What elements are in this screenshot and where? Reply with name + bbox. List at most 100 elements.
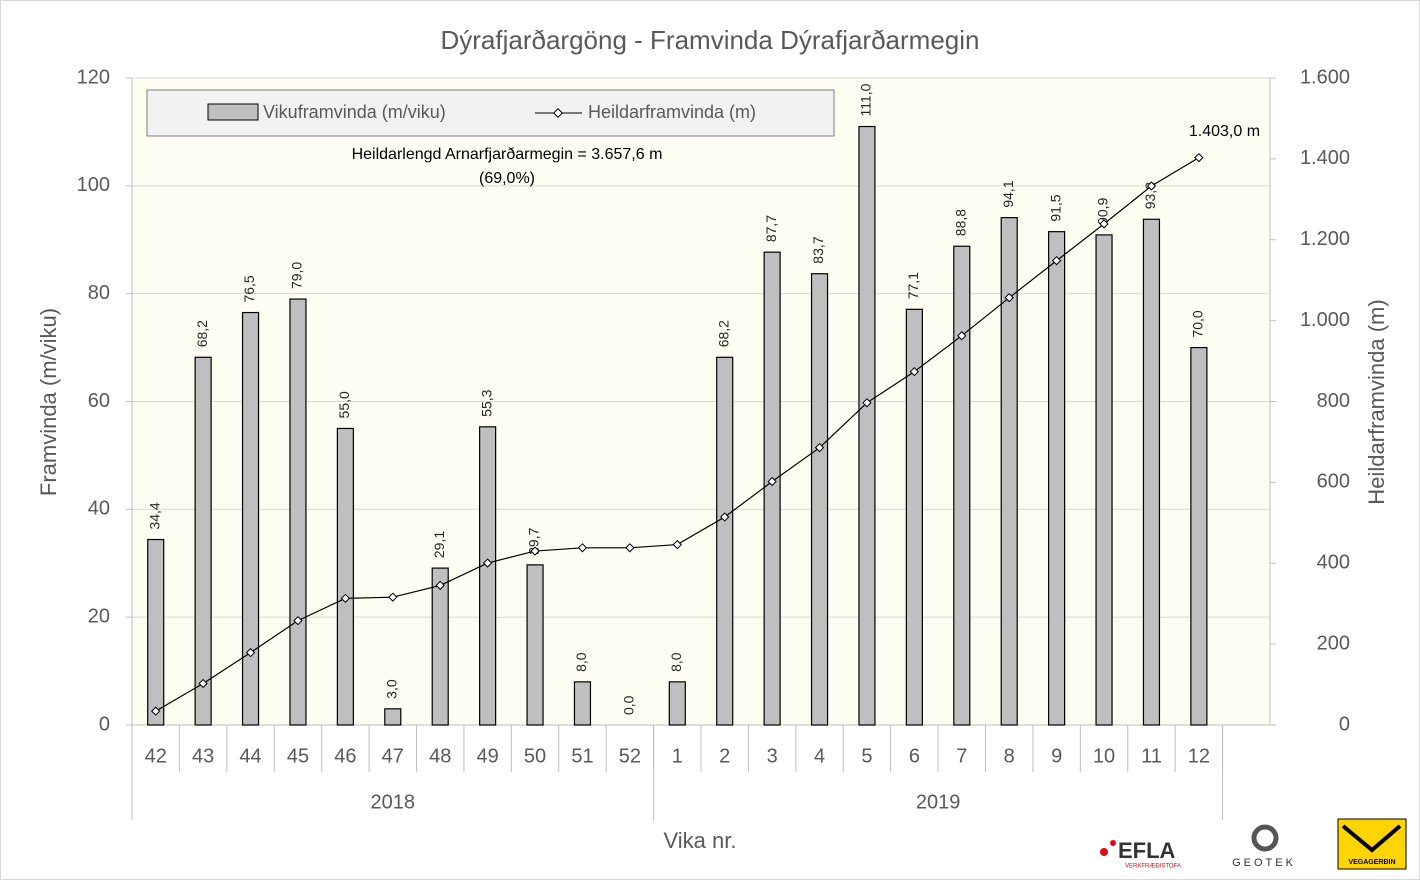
- x-tick-label: 7: [956, 745, 967, 767]
- logo-shape: [1341, 824, 1402, 853]
- x-tick-label: 8: [1004, 745, 1015, 767]
- bar: [668, 681, 686, 726]
- bar: [1142, 218, 1161, 726]
- annotation: Heildarlengd Arnarfjarðarmegin = 3.657,6…: [352, 146, 663, 163]
- x-tick-label: 1: [672, 745, 683, 767]
- x-tick-label: 49: [477, 745, 499, 767]
- y2-tick-label: 1.200: [1300, 228, 1350, 250]
- x-tick-label: 47: [382, 745, 404, 767]
- data-label: 70,0: [1190, 310, 1206, 337]
- bar: [147, 538, 165, 726]
- logo-text: VERKFRÆÐISTOFA: [1125, 864, 1181, 870]
- y-tick-label: 20: [88, 605, 110, 627]
- line-marker: [1004, 292, 1014, 303]
- y-tick-label: 100: [77, 174, 110, 196]
- bar: [1095, 234, 1113, 726]
- y2-tick-label: 0: [1339, 713, 1350, 735]
- line-marker: [151, 706, 161, 716]
- data-label: 91,5: [1047, 194, 1063, 221]
- line-marker: [672, 539, 682, 550]
- data-label: 55,0: [336, 391, 352, 418]
- line-marker: [198, 678, 208, 689]
- y2-axis-title: Heildarframvinda (m): [1364, 299, 1389, 504]
- bar: [573, 681, 592, 726]
- data-label: 88,8: [952, 209, 968, 236]
- line-marker: [1146, 181, 1157, 191]
- data-label: 68,2: [715, 320, 731, 347]
- data-label: 29,7: [526, 527, 542, 554]
- line-marker: [862, 398, 872, 408]
- line-marker: [814, 443, 825, 453]
- data-label: 76,5: [241, 275, 257, 302]
- bar: [384, 708, 402, 726]
- bar: [1048, 231, 1066, 726]
- y2-tick-label: 1.400: [1300, 147, 1350, 169]
- group-label: 2018: [371, 791, 416, 813]
- x-tick-label: 12: [1188, 745, 1210, 767]
- annotation: (69,0%): [479, 170, 535, 187]
- logo-vegagerdin: VEGAGERÐIN: [1337, 818, 1407, 870]
- logo-efla: EFLA VERKFRÆÐISTOFA: [1100, 838, 1181, 870]
- data-label: 90,9: [1095, 197, 1111, 224]
- bar: [194, 356, 212, 726]
- x-tick-label: 3: [767, 745, 778, 767]
- data-label: 8,0: [573, 652, 589, 672]
- x-tick-label: 46: [334, 745, 356, 767]
- data-label: 87,7: [763, 215, 779, 242]
- data-label: 111,0: [858, 83, 874, 116]
- legend-label: Vikuframvinda (m/viku): [263, 102, 446, 122]
- y-tick-label: 120: [77, 66, 110, 88]
- data-label: 8,0: [668, 652, 684, 672]
- logo-dot: [1110, 840, 1116, 846]
- line-marker: [530, 546, 540, 556]
- bar: [763, 251, 781, 726]
- line-marker: [340, 593, 351, 604]
- x-tick-label: 42: [145, 745, 167, 767]
- line-marker: [625, 543, 635, 553]
- line-marker: [577, 543, 588, 553]
- x-tick-label: 5: [861, 745, 872, 767]
- x-tick-label: 9: [1051, 745, 1062, 767]
- line-marker: [767, 476, 777, 487]
- bar: [336, 427, 354, 726]
- line-marker: [388, 592, 398, 602]
- logo-box: [1337, 818, 1407, 870]
- data-label: 68,2: [194, 320, 210, 347]
- bar: [810, 273, 829, 726]
- data-label: 83,7: [810, 236, 826, 263]
- data-label: 0,0: [621, 695, 637, 715]
- data-label: 3,0: [383, 679, 399, 699]
- logo-ring: [1251, 824, 1279, 852]
- bar: [905, 308, 923, 726]
- bar: [1000, 217, 1018, 726]
- logo-dot: [1100, 848, 1108, 856]
- logo-geotek: GEOTEK: [1232, 824, 1293, 869]
- bar: [953, 245, 971, 726]
- line-marker: [957, 331, 967, 341]
- line-marker: [293, 615, 303, 626]
- data-label: 1.403,0 m: [1189, 123, 1260, 140]
- data-label: 77,1: [905, 272, 921, 299]
- y-tick-label: 0: [99, 713, 110, 735]
- data-label: 34,4: [146, 502, 162, 529]
- data-label: 29,1: [431, 531, 447, 558]
- bar: [479, 426, 497, 726]
- x-tick-label: 52: [619, 745, 641, 767]
- data-label: 55,3: [478, 389, 494, 416]
- x-tick-label: 2: [719, 745, 730, 767]
- bar: [241, 311, 260, 726]
- y-tick-label: 40: [88, 498, 110, 520]
- legend-box: [146, 89, 835, 137]
- legend-swatch-marker: [553, 108, 563, 118]
- data-label: 94,1: [1000, 180, 1016, 207]
- x-tick-label: 44: [239, 745, 261, 767]
- line-marker: [482, 558, 493, 568]
- x-axis-title: Vika nr.: [664, 828, 737, 853]
- bar: [289, 298, 307, 726]
- x-tick-label: 51: [571, 745, 593, 767]
- line-marker: [909, 366, 920, 377]
- logo-text: VEGAGERÐIN: [1348, 859, 1395, 866]
- bar: [1190, 346, 1208, 726]
- y2-tick-label: 1.000: [1300, 309, 1350, 331]
